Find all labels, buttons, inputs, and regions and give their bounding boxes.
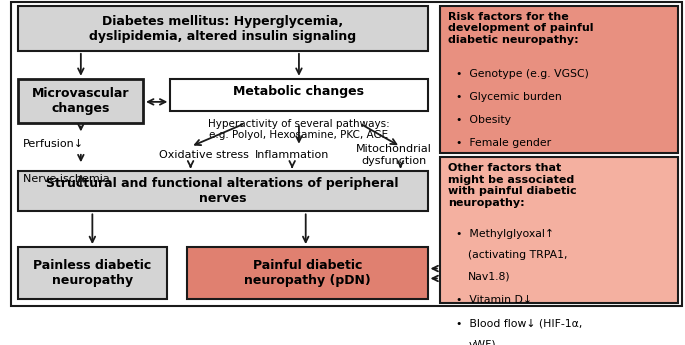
Text: Diabetes mellitus: Hyperglycemia,
dyslipidemia, altered insulin signaling: Diabetes mellitus: Hyperglycemia, dyslip… <box>89 14 356 42</box>
Bar <box>187 247 427 299</box>
Text: Risk factors for the
development of painful
diabetic neuropathy:: Risk factors for the development of pain… <box>448 12 593 45</box>
Text: •  Female gender: • Female gender <box>456 138 551 148</box>
Bar <box>18 247 167 299</box>
Bar <box>440 6 678 153</box>
Text: •  Glycemic burden: • Glycemic burden <box>456 92 562 102</box>
Text: Oxidative stress: Oxidative stress <box>159 150 249 160</box>
Text: (activating TRPA1,: (activating TRPA1, <box>469 250 568 260</box>
Text: •  Blood flow↓ (HIF-1α,: • Blood flow↓ (HIF-1α, <box>456 318 582 328</box>
Text: Other factors that
might be associated
with painful diabetic
neuropathy:: Other factors that might be associated w… <box>448 163 577 208</box>
Text: •  Genotype (e.g. VGSC): • Genotype (e.g. VGSC) <box>456 69 589 79</box>
Text: •  Vitamin D↓: • Vitamin D↓ <box>456 295 532 305</box>
Bar <box>171 79 427 111</box>
Text: Metabolic changes: Metabolic changes <box>234 85 364 98</box>
Text: Nav1.8): Nav1.8) <box>469 272 511 282</box>
Text: Nerve ischemia: Nerve ischemia <box>23 174 110 184</box>
Text: •  Obesity: • Obesity <box>456 115 511 125</box>
Text: Hyperactivity of several pathways:
e.g. Polyol, Hexosamine, PKC, AGE: Hyperactivity of several pathways: e.g. … <box>208 119 390 140</box>
Text: Painful diabetic
neuropathy (pDN): Painful diabetic neuropathy (pDN) <box>244 259 371 287</box>
Text: Structural and functional alterations of peripheral
nerves: Structural and functional alterations of… <box>47 177 399 205</box>
Text: Perfusion↓: Perfusion↓ <box>23 139 84 149</box>
Bar <box>440 157 678 303</box>
Text: •  Methylglyoxal↑: • Methylglyoxal↑ <box>456 229 554 239</box>
Text: Painless diabetic
neuropathy: Painless diabetic neuropathy <box>34 259 151 287</box>
Text: Mitochondrial
dysfunction: Mitochondrial dysfunction <box>356 144 432 166</box>
Text: Microvascular
changes: Microvascular changes <box>32 87 129 115</box>
Bar <box>18 171 427 211</box>
Text: vWF): vWF) <box>469 339 496 345</box>
Text: Inflammation: Inflammation <box>255 150 329 160</box>
Bar <box>18 79 143 124</box>
Bar <box>18 6 427 51</box>
